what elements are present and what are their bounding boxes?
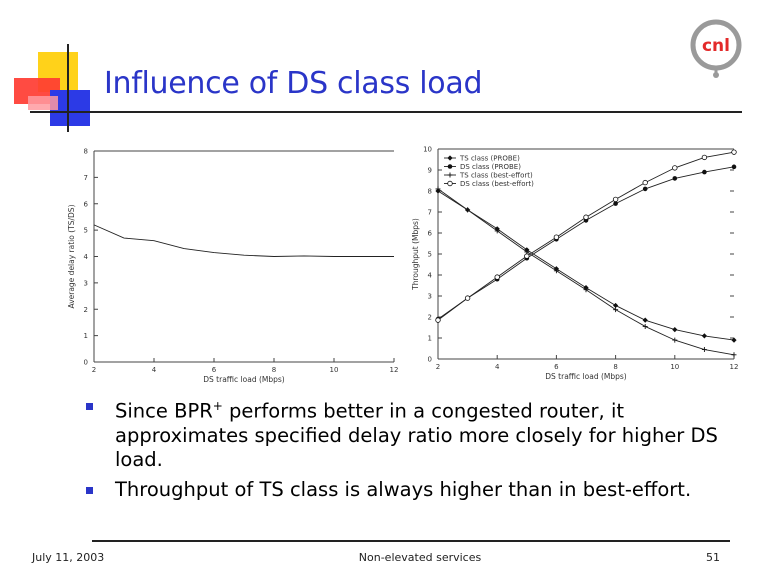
y-tick-label: 6 — [84, 200, 89, 208]
bullet-item-2: Throughput of TS class is always higher … — [86, 478, 726, 502]
data-point-s4 — [583, 214, 589, 220]
bullet-square-icon — [86, 403, 93, 410]
data-point-s3 — [642, 323, 648, 329]
y-tick-label: 4 — [84, 253, 89, 261]
data-point-s2 — [672, 176, 678, 181]
data-point-s3 — [613, 307, 619, 313]
series-line-2 — [437, 166, 735, 320]
legend-marker-1 — [447, 155, 453, 161]
legend-marker-2 — [447, 164, 453, 169]
legend-marker-4 — [447, 180, 453, 187]
data-point-s3 — [731, 352, 737, 358]
y-tick-label: 9 — [428, 167, 432, 175]
x-tick-label: 2 — [436, 363, 440, 371]
footer-date: July 11, 2003 — [32, 551, 105, 564]
data-point-s2 — [731, 164, 737, 170]
legend-label-3: TS class (best-effort) — [459, 172, 533, 180]
data-point-s4 — [435, 317, 441, 323]
x-tick-label: 8 — [272, 366, 276, 374]
bullet-1-prefix: Since BPR — [115, 399, 213, 423]
x-tick-label: 6 — [212, 366, 217, 374]
data-point-s3 — [435, 186, 441, 192]
data-point-s4 — [524, 253, 530, 259]
legend-label-4: DS class (best-effort) — [460, 180, 534, 188]
x-tick-label: 8 — [613, 363, 617, 371]
bullet-item-1: Since BPR+ performs better in a congeste… — [86, 394, 726, 472]
data-point-s3 — [583, 287, 589, 293]
data-point-s3 — [553, 268, 559, 274]
y-tick-label: 3 — [84, 279, 88, 287]
y-tick-label: 6 — [428, 230, 433, 238]
y-axis-title: Average delay ratio (TS/DS) — [67, 204, 76, 308]
data-point-s1 — [642, 317, 648, 323]
data-point-s4 — [731, 149, 737, 155]
logo-text: cnl — [702, 36, 730, 56]
y-tick-label: 0 — [84, 359, 88, 367]
y-tick-label: 0 — [428, 356, 432, 364]
data-point-s4 — [642, 179, 648, 186]
data-point-s4 — [464, 295, 471, 301]
y-tick-label: 5 — [84, 227, 88, 235]
x-tick-label: 4 — [152, 366, 157, 374]
legend-marker-3 — [447, 172, 453, 178]
data-point-s1 — [672, 327, 678, 333]
y-tick-label: 10 — [423, 146, 432, 154]
y-tick-label: 5 — [428, 251, 432, 259]
slide-title: Influence of DS class load — [104, 66, 483, 101]
y-tick-label: 7 — [428, 209, 432, 217]
bullet-list: Since BPR+ performs better in a congeste… — [86, 394, 726, 508]
y-tick-label: 1 — [84, 332, 88, 340]
series-line-1 — [437, 190, 735, 341]
y-tick-label: 8 — [428, 188, 432, 196]
decor-pink-square — [28, 96, 58, 110]
decor-vertical-rule — [67, 44, 69, 132]
y-tick-label: 7 — [84, 174, 88, 182]
bullet-2-text: Throughput of TS class is always higher … — [115, 477, 692, 501]
y-axis-title: Throughput (Mbps) — [411, 218, 420, 291]
bullet-1-text: performs better in a congested router, i… — [115, 399, 718, 471]
data-point-s4 — [672, 165, 678, 171]
y-tick-label: 1 — [428, 335, 432, 343]
y-tick-label: 2 — [84, 306, 88, 314]
footer-rule — [92, 540, 730, 542]
data-point-s2 — [613, 201, 618, 206]
data-point-s3 — [494, 228, 500, 234]
x-axis-title: DS traffic load (Mbps) — [545, 372, 627, 381]
data-point-s1 — [701, 333, 707, 339]
x-axis-title: DS traffic load (Mbps) — [203, 375, 285, 384]
data-point-s3 — [701, 347, 707, 353]
x-tick-label: 6 — [554, 363, 559, 371]
y-tick-label: 4 — [428, 272, 433, 280]
bullet-square-icon — [86, 486, 93, 494]
data-point-s4 — [553, 234, 560, 240]
data-point-s2 — [702, 169, 707, 175]
x-tick-label: 10 — [670, 363, 679, 371]
data-point-s3 — [465, 207, 471, 213]
series-line-1 — [93, 224, 394, 257]
cnl-logo: cnl — [690, 19, 742, 78]
slide-number: 51 — [706, 551, 720, 564]
x-tick-label: 2 — [92, 366, 96, 374]
legend-label-2: DS class (PROBE) — [460, 163, 521, 171]
legend-label-1: TS class (PROBE) — [459, 155, 520, 163]
data-point-s4 — [612, 196, 619, 203]
data-point-s3 — [672, 337, 678, 343]
x-tick-label: 4 — [495, 363, 500, 371]
footer-title: Non-elevated services — [358, 551, 482, 564]
y-tick-label: 3 — [428, 293, 432, 301]
x-tick-label: 12 — [390, 366, 399, 374]
x-tick-label: 10 — [330, 366, 339, 374]
bullet-1-sup: + — [212, 399, 223, 413]
data-point-s4 — [701, 154, 708, 161]
series-line-3 — [437, 188, 735, 356]
y-tick-label: 2 — [428, 314, 432, 322]
data-point-s4 — [494, 274, 500, 280]
title-underline — [30, 111, 742, 113]
y-tick-label: 8 — [84, 148, 88, 156]
x-tick-label: 12 — [730, 363, 739, 371]
data-point-s2 — [642, 186, 648, 192]
